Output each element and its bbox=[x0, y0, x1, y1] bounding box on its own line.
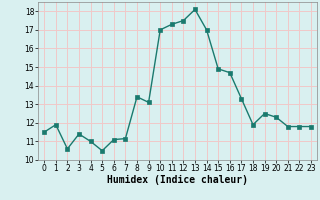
X-axis label: Humidex (Indice chaleur): Humidex (Indice chaleur) bbox=[107, 175, 248, 185]
